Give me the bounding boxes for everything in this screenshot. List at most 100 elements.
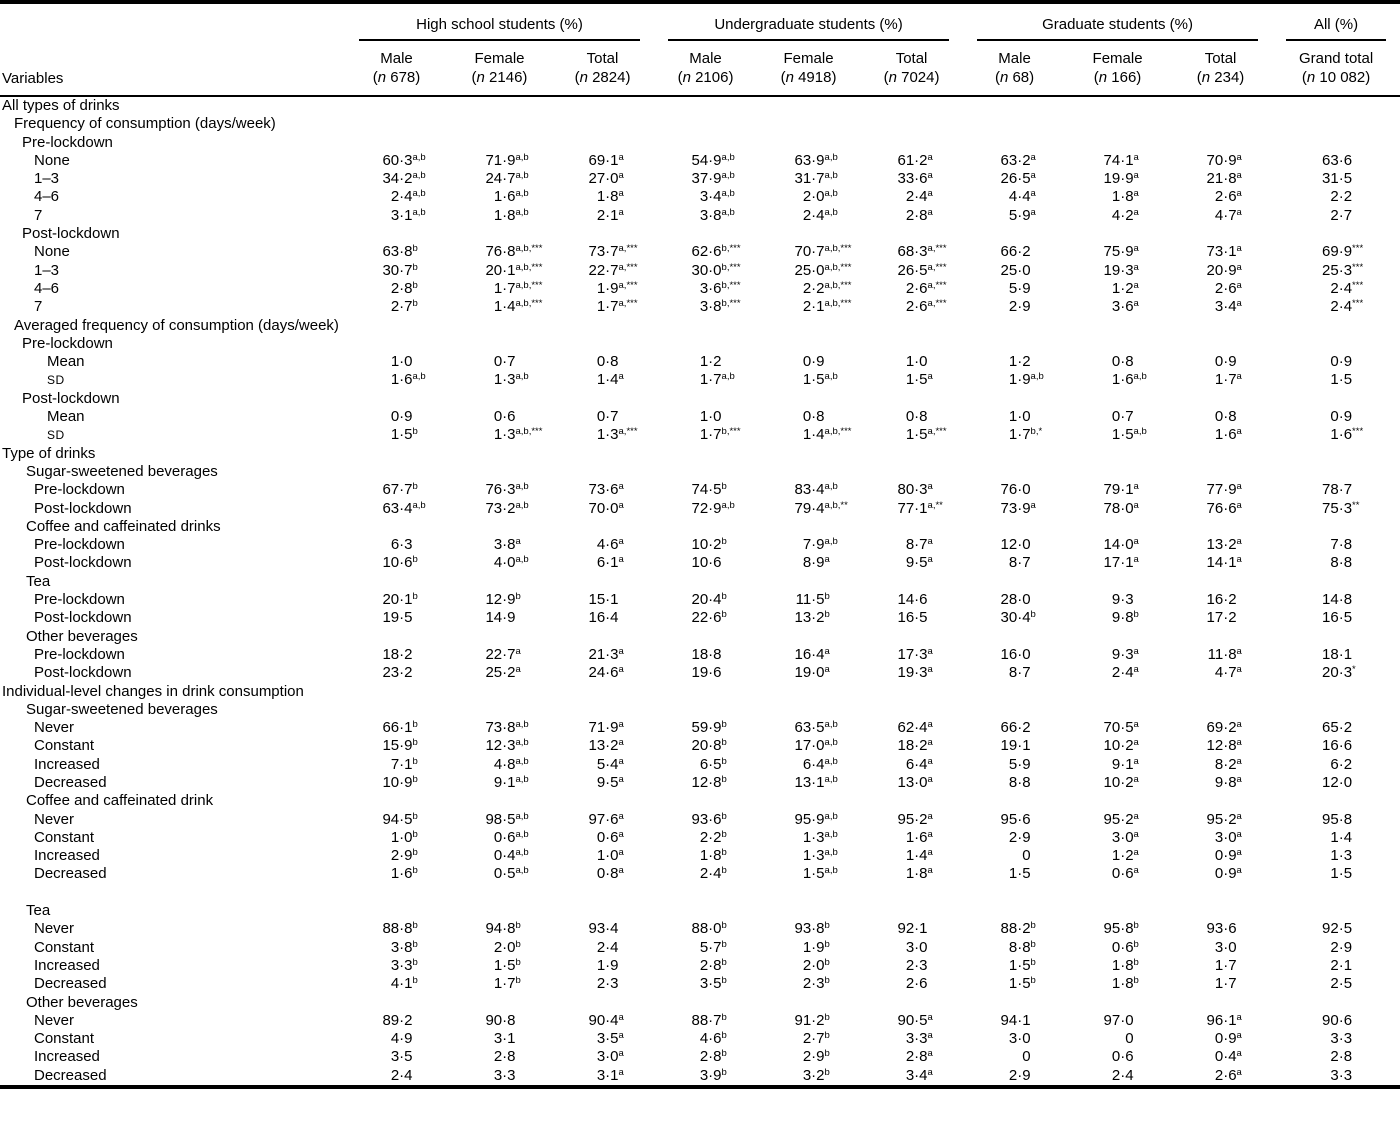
value-cell: 73·8a,b — [485, 719, 529, 737]
value-text: 4·7 — [1214, 664, 1237, 682]
value-text: 54·9 — [691, 151, 722, 169]
value-text: 33·6 — [897, 170, 928, 188]
group-header-cell: High school students (%) — [345, 4, 654, 41]
value-text: 0·8 — [596, 353, 619, 371]
value-cell: 3·1 — [448, 1030, 551, 1048]
value-text: 6·4 — [802, 755, 825, 773]
value-text: 1·4 — [1330, 828, 1353, 846]
value-cell: 97·0 — [1066, 1012, 1169, 1030]
value-cell: 4·8a,b — [448, 756, 551, 774]
value-cell: 2·6a — [1169, 188, 1272, 206]
value-text: 2·7 — [802, 1030, 825, 1048]
value-text: 95·2 — [1103, 810, 1134, 828]
value-cell: 83·4a,b — [794, 481, 838, 499]
value-cell: 63·2a — [1000, 151, 1036, 169]
value-text: 0·7 — [1111, 408, 1134, 426]
value-text: 1·7 — [1214, 956, 1237, 974]
value-text: 6·3 — [390, 536, 413, 554]
value-text: 30·0 — [691, 261, 722, 279]
value-text: 2·6 — [1214, 188, 1237, 206]
value-cell: 94·8b — [485, 920, 521, 938]
value-text: 0·9 — [1214, 1030, 1237, 1048]
value-text: 6·1 — [596, 554, 619, 572]
value-text: 76·3 — [485, 481, 516, 499]
section-row: Sugar-sweetened beverages — [0, 463, 1400, 481]
value-text: 79·1 — [1103, 481, 1134, 499]
value-text: 1·5 — [1111, 426, 1134, 444]
value-cell: 12·3a,b — [485, 737, 529, 755]
value-text: 67·7 — [382, 481, 413, 499]
value-cell: 1·5b — [963, 975, 1066, 993]
value-text: 8·8 — [1330, 554, 1353, 572]
section-label-cell: Sugar-sweetened beverages — [26, 700, 218, 718]
value-cell: 1·3a,*** — [551, 426, 654, 444]
table-row: Never 89·2 90·8 90·4a 88·7b 91·2b 90·5a 94·1 97·… — [0, 1012, 1400, 1030]
value-cell: 1·2a — [1066, 847, 1169, 865]
row-label-cell: Pre-lockdown — [34, 591, 125, 609]
row-label-cell: 1–3 — [34, 170, 60, 188]
value-cell: 1·8a — [551, 188, 654, 206]
value-cell: 0 — [963, 1048, 1066, 1066]
value-text: 1·2 — [1111, 847, 1134, 865]
value-cell: 1·6a — [860, 829, 963, 847]
table-row: Pre-lockdown 6·3 3·8a 4·6a 10·2b 7·9a,b 8·7a 12… — [0, 536, 1400, 554]
row-label-cell: 4–6 — [34, 279, 60, 297]
value-cell: 1·2a — [1066, 280, 1169, 298]
value-text: 4·6 — [699, 1030, 722, 1048]
value-cell: 1·0a — [551, 847, 654, 865]
value-cell: 93·4 — [551, 920, 654, 938]
section-row: Averaged frequency of consumption (days/… — [0, 317, 1400, 335]
column-sample-size: (n 166) — [1093, 69, 1142, 86]
value-cell: 13·0a — [897, 773, 933, 791]
value-cell: 23·2 — [345, 664, 448, 682]
value-cell: 3·6b,*** — [654, 280, 757, 298]
value-cell: 9·1a — [1066, 756, 1169, 774]
value-cell: 9·3 — [1066, 591, 1169, 609]
table-row: Pre-lockdown 67·7b 76·3a,b 73·6a 74·5b 83·4a,… — [0, 481, 1400, 499]
value-cell: 13·1a,b — [794, 773, 838, 791]
value-text: 73·6 — [588, 481, 619, 499]
column-label: Female — [474, 50, 525, 67]
value-text: 74·5 — [691, 481, 722, 499]
row-label-cell: Constant — [34, 1030, 95, 1048]
value-text: 0 — [1022, 1048, 1031, 1066]
section-label-cell: Type of drinks — [2, 444, 96, 462]
value-text: 2·2 — [699, 828, 722, 846]
value-text: 94·5 — [382, 810, 413, 828]
value-cell: 2·0a,b — [757, 188, 860, 206]
value-text: 2·6 — [1214, 1066, 1237, 1084]
column-sample-size: (n 7024) — [883, 69, 940, 86]
value-cell: 13·2a — [588, 737, 624, 755]
group-header-cell: Undergraduate students (%) — [654, 4, 963, 41]
value-cell: 19·1 — [963, 737, 1066, 755]
value-text: 19·3 — [897, 664, 928, 682]
value-cell: 7·1b — [345, 756, 448, 774]
column-header-cell: Male (n 2106) — [654, 41, 757, 96]
value-cell: 2·9b — [757, 1048, 860, 1066]
value-text: 1·6 — [905, 828, 928, 846]
value-cell: 1·5 — [963, 865, 1066, 883]
value-text: 3·6 — [1111, 298, 1134, 316]
group-header-label: Graduate students (%) — [977, 16, 1259, 41]
value-text: 2·9 — [1008, 298, 1031, 316]
value-cell: 1·5 — [1272, 371, 1400, 389]
value-cell: 2·9 — [963, 298, 1066, 316]
value-text: 2·3 — [905, 956, 928, 974]
value-cell: 3·0 — [860, 939, 963, 957]
value-text: 1·5 — [1008, 956, 1031, 974]
column-label: Male — [998, 50, 1031, 67]
value-cell: 1·5a,b — [757, 371, 860, 389]
value-cell: 2·6a — [1169, 280, 1272, 298]
n-variable: n — [579, 69, 588, 86]
value-text: 3·8 — [699, 206, 722, 224]
table-row: Decreased 2·4 3·3 3·1a 3·9b 3·2b 3·4a 2·9 2·4 2·6… — [0, 1067, 1400, 1085]
section-label-cell: Averaged frequency of consumption (days/… — [14, 316, 339, 334]
value-cell: 77·9a — [1206, 481, 1242, 499]
value-text: 1·4 — [802, 426, 825, 444]
value-text: 66·2 — [1000, 243, 1031, 261]
value-cell: 20·1a,b,*** — [485, 261, 543, 279]
value-text: 3·8 — [699, 298, 722, 316]
value-text: 13·1 — [794, 773, 825, 791]
value-text: 3·9 — [699, 1066, 722, 1084]
section-label-cell: Pre-lockdown — [22, 133, 113, 151]
